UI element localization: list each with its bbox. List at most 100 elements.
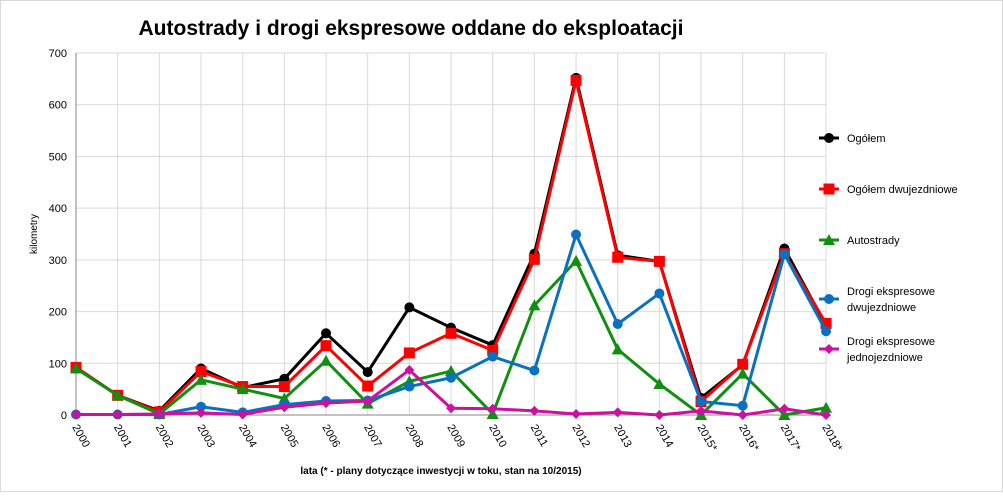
- data-point: [823, 234, 835, 245]
- data-point: [821, 326, 832, 337]
- x-axis-label: lata (* - plany dotyczące inwestycji w t…: [300, 466, 581, 477]
- data-point: [529, 405, 540, 416]
- data-point: [236, 383, 249, 395]
- y-tick-label: 0: [61, 410, 67, 422]
- data-point: [404, 365, 415, 376]
- x-tick-label: 2001: [111, 423, 134, 450]
- data-point: [824, 294, 834, 304]
- x-tick-label: 2010: [486, 423, 509, 450]
- data-point: [821, 410, 832, 420]
- data-point: [654, 288, 665, 299]
- data-point: [824, 344, 834, 354]
- data-point: [278, 381, 290, 393]
- data-point: [195, 373, 208, 385]
- data-point: [612, 251, 624, 263]
- x-tick-label: 2007: [361, 423, 384, 450]
- y-axis-label: kilometry: [29, 214, 40, 254]
- data-point: [446, 372, 457, 383]
- data-point: [445, 365, 458, 377]
- data-point: [237, 409, 248, 420]
- data-point: [487, 351, 498, 362]
- legend-label: jednojezdniowe: [846, 352, 923, 364]
- data-point: [824, 133, 834, 143]
- data-point: [196, 407, 207, 418]
- series-4: [71, 365, 832, 420]
- data-point: [362, 396, 373, 407]
- legend-label: Autostrady: [847, 235, 900, 247]
- data-point: [71, 409, 81, 420]
- x-tick-label: 2011: [528, 423, 550, 449]
- data-point: [321, 398, 332, 409]
- y-tick-label: 200: [49, 307, 67, 319]
- x-tick-label: 2012: [569, 423, 592, 450]
- data-point: [154, 408, 165, 419]
- x-tick-label: 2014: [653, 423, 676, 450]
- data-point: [778, 409, 791, 420]
- legend-item: Drogi ekspresowe dwujezdniowe: [819, 286, 935, 314]
- data-point: [696, 396, 707, 407]
- x-tick-label: 2000: [69, 423, 92, 450]
- data-point: [487, 344, 499, 356]
- data-point: [571, 229, 582, 240]
- data-point: [196, 401, 207, 412]
- data-point: [321, 328, 332, 339]
- legend-label: dwujezdniowe: [847, 302, 916, 314]
- data-point: [404, 302, 415, 313]
- legend-label: Drogi ekspresowe: [847, 286, 935, 298]
- legend-label: Drogi ekspresowe: [847, 336, 935, 348]
- x-tick-label: 2008: [403, 423, 426, 450]
- data-point: [528, 253, 540, 265]
- x-tick-label: 2013: [611, 423, 634, 450]
- data-point: [70, 362, 82, 374]
- data-point: [362, 367, 373, 378]
- data-point: [779, 403, 790, 414]
- data-point: [571, 408, 582, 419]
- y-tick-label: 400: [49, 203, 67, 215]
- x-tick-label: 2016*: [736, 423, 761, 455]
- data-point: [528, 299, 541, 311]
- data-point: [612, 407, 623, 418]
- y-tick-label: 700: [49, 48, 67, 60]
- data-point: [696, 405, 707, 416]
- y-tick-label: 300: [49, 255, 67, 267]
- data-point: [737, 400, 748, 411]
- legend-item: Ogółem dwujezdniowe: [819, 183, 958, 196]
- legend-item: Autostrady: [819, 234, 900, 247]
- data-point: [820, 317, 832, 329]
- data-point: [612, 318, 623, 329]
- y-tick-label: 600: [49, 100, 67, 112]
- legend-item: Drogi ekspresowe jednojezdniowe: [819, 336, 935, 364]
- legend-label: Ogółem: [847, 133, 886, 145]
- data-point: [487, 403, 498, 414]
- data-point: [570, 254, 583, 266]
- data-point: [737, 358, 749, 370]
- legend-label: Ogółem dwujezdniowe: [847, 184, 958, 196]
- data-point: [320, 340, 332, 352]
- data-point: [445, 327, 457, 339]
- data-point: [653, 377, 666, 389]
- data-point: [654, 410, 665, 420]
- y-tick-label: 500: [49, 151, 67, 163]
- data-point: [779, 249, 790, 260]
- data-point: [529, 365, 540, 376]
- data-point: [820, 401, 833, 413]
- x-tick-label: 2006: [319, 423, 342, 450]
- x-tick-label: 2004: [236, 423, 259, 450]
- x-tick-label: 2017*: [778, 423, 803, 455]
- x-tick-label: 2015*: [694, 423, 719, 455]
- data-point: [611, 343, 624, 355]
- x-tick-label: 2009: [444, 423, 467, 450]
- data-point: [446, 403, 457, 414]
- data-point: [111, 389, 124, 401]
- data-point: [737, 410, 748, 420]
- x-tick-label: 2003: [194, 423, 217, 450]
- x-tick-label: 2018*: [819, 423, 844, 455]
- chart-title: Autostrady i drogi ekspresowe oddane do …: [139, 17, 684, 40]
- data-point: [320, 354, 333, 366]
- data-point: [823, 183, 835, 195]
- data-point: [195, 366, 207, 378]
- legend-item: Ogółem: [819, 133, 886, 145]
- data-point: [112, 409, 123, 420]
- data-point: [404, 381, 415, 392]
